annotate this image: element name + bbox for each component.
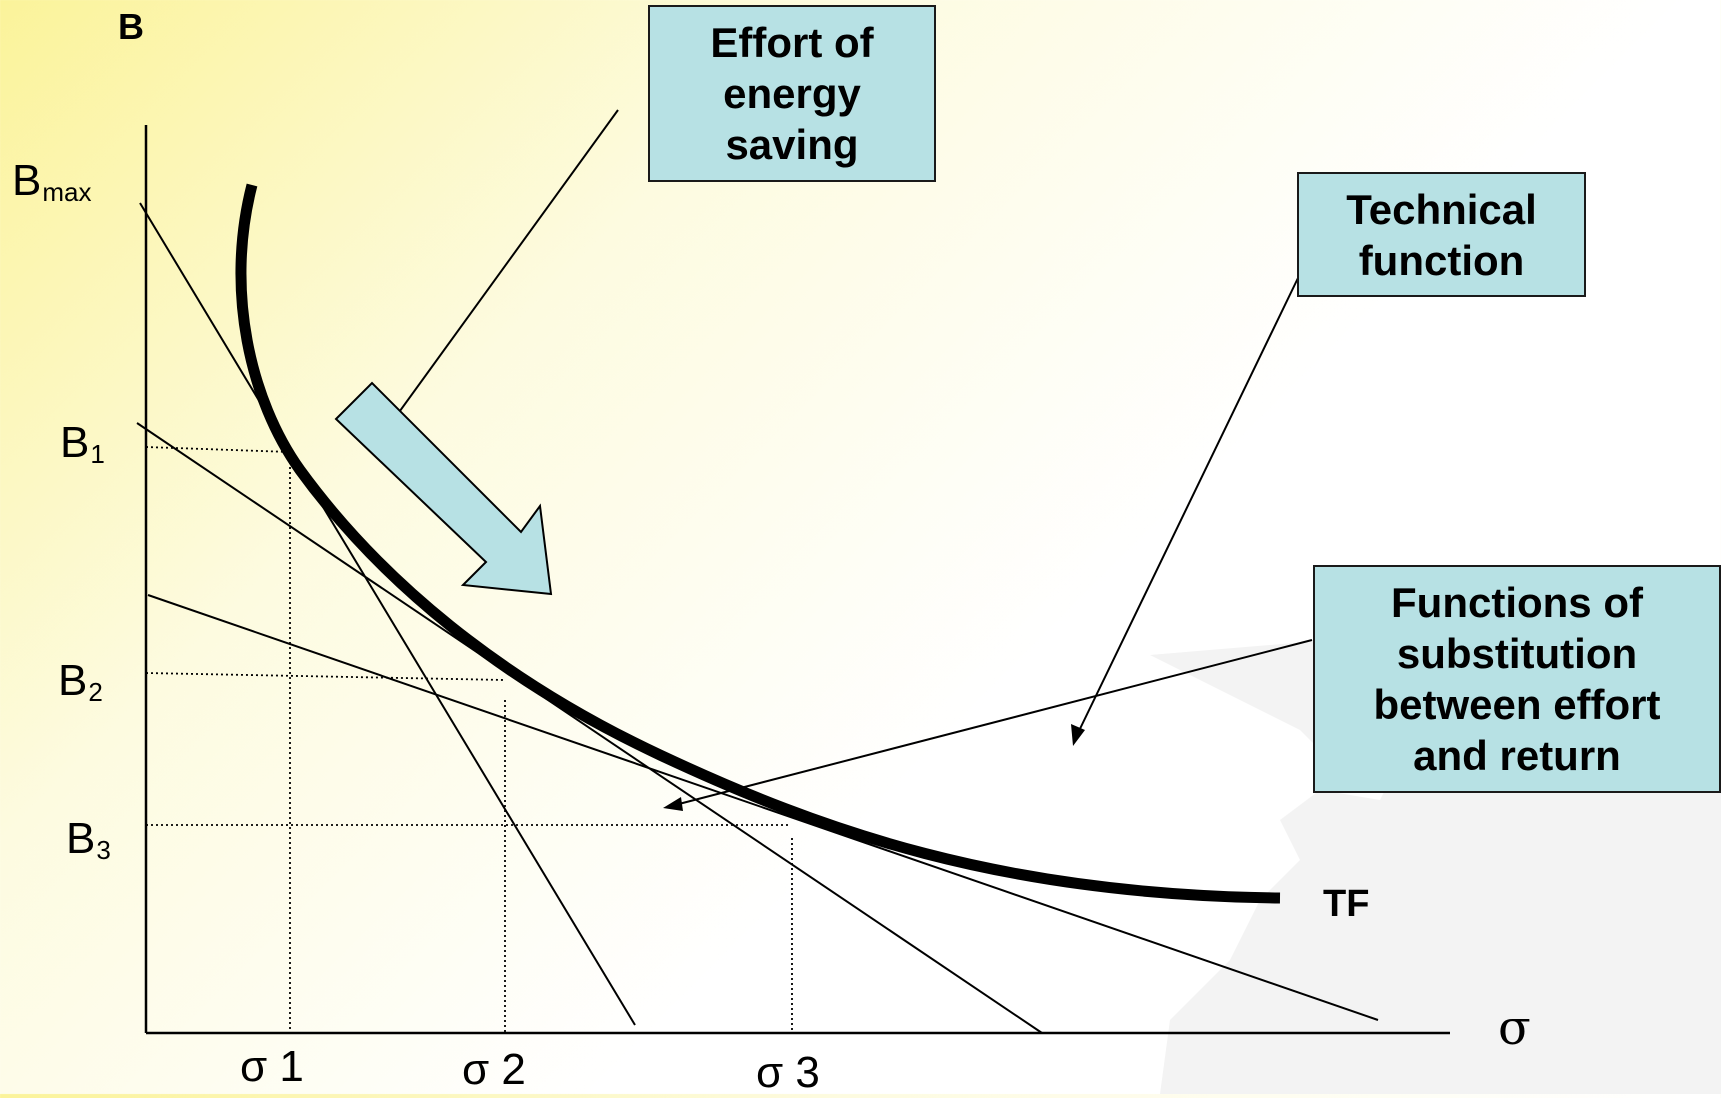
technical-function-box: Technical function [1297,172,1586,297]
y-tick-b1: B1 [60,418,105,469]
y-tick-b2: B2 [58,656,103,707]
x-axis-label: σ [1498,1000,1531,1056]
y-tick-b3: B3 [66,814,111,865]
substitution-arrowhead [663,797,683,811]
effort-leader-line [375,109,619,445]
substitution-functions-box: Functions of substitution between effort… [1313,565,1721,793]
technical-leader-line [1076,277,1299,736]
tf-curve-label: TF [1323,883,1370,925]
substitution-line-1 [139,202,636,1026]
x-tick-sigma2: σ 2 [462,1045,526,1094]
substitution-leader-line [674,639,1313,806]
substitution-line-2 [136,422,1043,1034]
y-tick-bmax: Bmax [12,156,92,207]
leader-lines [375,109,1313,806]
technical-arrowhead [1071,724,1085,746]
reference-dotted-lines [145,446,793,1033]
effort-block-arrow [334,381,553,596]
technical-function-curve [235,183,1281,904]
substitution-line-3 [147,594,1379,1021]
x-tick-sigma1: σ 1 [240,1042,304,1091]
y-axis-label: B [118,6,144,47]
effort-of-energy-saving-box: Effort of energy saving [648,5,936,182]
substitution-lines [136,202,1379,1034]
x-tick-sigma3: σ 3 [756,1048,820,1097]
